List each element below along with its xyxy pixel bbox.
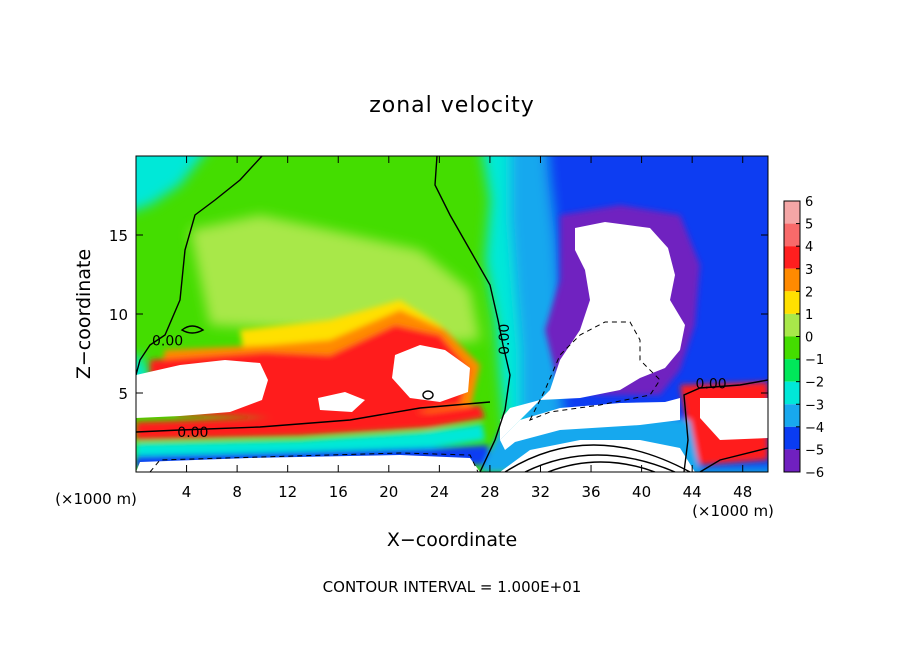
x-tick-label: 44 [683,483,702,501]
field-saturated-small-blob [318,392,365,412]
colorbar-tick-label: 4 [805,240,813,255]
x-tick-label: 20 [379,483,398,501]
y-tick-label: 5 [118,385,128,403]
colorbar-tick-label: −6 [805,466,824,481]
x-tick-label: 28 [480,483,499,501]
x-tick-label: 12 [278,483,297,501]
y-tick-label: 10 [109,306,128,324]
x-unit-right: (×1000 m) [692,502,774,520]
colorbar-tick-label: 6 [805,195,813,210]
field-saturated-bottom-left [136,455,480,472]
contour-bottom-dome-1 [504,444,691,472]
colorbar-swatch [784,268,800,292]
heatmap-field: 0.00 0.00 0.00 0.00 [136,156,768,472]
contour-tiny-loop [422,390,434,400]
colorbar-tick-label: 5 [805,218,813,233]
x-axis-label: X−coordinate [387,529,517,551]
field-saturated-center-blob [392,345,470,402]
x-tick-label: 16 [329,483,348,501]
colorbar-swatch [784,313,800,337]
field-saturated-right-band [700,398,768,440]
colorbar-swatch [784,404,800,427]
y-axis: 5 10 15 [109,227,768,403]
x-tick-label: 24 [430,483,449,501]
colorbar-tick-label: −3 [805,398,824,413]
contour-zero-lower-band [136,401,491,433]
colorbar-tick-label: 3 [805,263,813,278]
contour-zero-right-lower [699,447,768,472]
contour-zero-upper-left [136,156,263,376]
colorbar-tick-label: −4 [805,421,824,436]
colorbar-tick-label: −5 [805,443,824,458]
x-tick-label: 40 [632,483,651,501]
contour-dashed-bottom-left [149,452,479,472]
contour-bottom-dome-2 [524,454,676,472]
x-tick-label: 32 [531,483,550,501]
contour-label: 0.00 [696,376,727,392]
colorbar-tick-label: −1 [805,353,824,368]
contour-labels: 0.00 0.00 0.00 0.00 [152,324,727,442]
colorbar-swatch [784,223,800,247]
contour-label: 0.00 [497,324,513,355]
contour-label: 0.00 [152,334,183,350]
field-saturated-bottom-dome [500,440,695,472]
contour-zero-right [683,379,768,472]
x-tick-label: 36 [581,483,600,501]
x-tick-label: 48 [733,483,752,501]
contour-label: 0.00 [177,425,208,441]
contour-dashed-east [528,321,661,421]
colorbar-tick-label: 0 [805,331,813,346]
colorbar-swatch [784,426,800,450]
colorbar-tick-label: −2 [805,376,824,391]
field-upper-left-cyan [136,156,203,210]
colorbar-tick-label: 1 [805,308,813,323]
colorbar-swatch [784,449,800,472]
colorbar-swatch [784,359,800,382]
contour-small-loop [180,325,205,334]
colorbar-swatch [784,381,800,405]
footer-contour-interval: CONTOUR INTERVAL = 1.000E+01 [323,578,582,596]
contour-zero-center [434,156,511,472]
field-saturated-left-blob [136,360,268,418]
colorbar: 6 5 4 3 2 1 0 −1 −2 −3 −4 −5 −6 [783,195,824,481]
colorbar-swatch [784,246,800,269]
colorbar-tick-label: 2 [805,285,813,300]
x-axis: 4 8 12 16 20 24 28 32 36 40 44 48 [182,156,752,501]
y-tick-label: 15 [109,227,128,245]
contour-bottom-dome-3 [547,461,656,472]
field-saturated-east-lower [500,398,680,450]
field-cyan-lower-band [136,424,485,456]
chart-title: zonal velocity [369,93,535,118]
colorbar-swatch [784,291,800,314]
y-axis-label: Z−coordinate [73,249,95,379]
colorbar-swatch [784,336,800,360]
x-unit-left: (×1000 m) [55,490,137,508]
x-tick-label: 4 [182,483,192,501]
x-tick-label: 8 [232,483,242,501]
field-saturated-east-blob [500,222,685,440]
colorbar-swatch [784,201,800,224]
